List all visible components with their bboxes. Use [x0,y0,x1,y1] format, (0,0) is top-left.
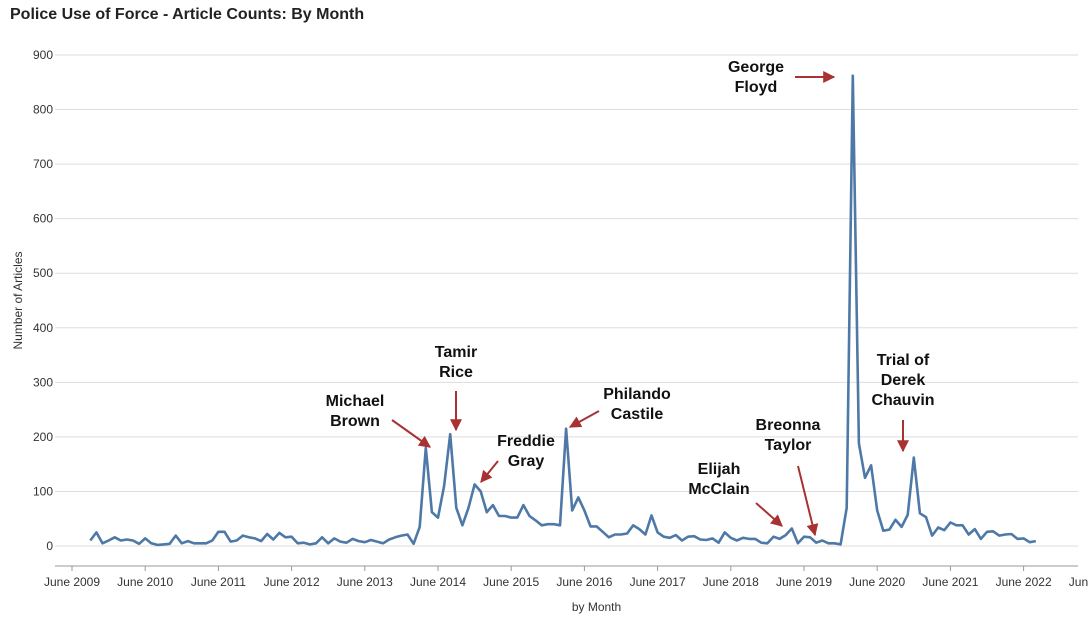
annotation-label-line: Chauvin [871,392,934,409]
annotation-label-line: Trial of [877,352,930,369]
y-axis-ticks: 0 100 200 300 400 500 600 700 800 900 [33,48,53,553]
y-axis-label: Number of Articles [11,251,25,349]
y-tick-label: 900 [33,48,53,62]
annotation-label-line: Philando [603,386,671,403]
annotation: Michael Brown [326,393,431,448]
annotation: Freddie Gray [480,433,555,483]
annotation-label-line: Brown [330,413,380,430]
annotations-group: Michael Brown Tamir Rice Freddie Gray Philando… [326,59,935,537]
annotation: Elijah McClain [688,461,783,527]
annotation-label: Michael Brown [326,393,385,430]
x-tick-label: June 2021 [922,575,978,589]
x-tick-label: June 2017 [630,575,686,589]
annotation-label-line: McClain [688,481,749,498]
annotation-label-line: Michael [326,393,385,410]
annotation-label-line: Elijah [698,461,741,478]
x-tick-label: June 2013 [337,575,393,589]
y-tick-label: 0 [46,539,53,553]
annotation-label-line: Gray [508,453,545,470]
x-axis-ticks: June 2009 June 2010 June 2011 June 2012 June… [44,565,1088,589]
annotation-label: George Floyd [728,59,784,96]
annotation-label-line: George [728,59,784,76]
annotation-arrow [797,465,819,537]
annotation-arrow [755,502,783,527]
y-tick-label: 300 [33,375,53,389]
annotation: Tamir Rice [435,344,477,432]
y-tick-label: 100 [33,484,53,498]
annotation-label-line: Freddie [497,433,555,450]
annotation-label-line: Taylor [765,437,812,454]
annotation: George Floyd [728,59,836,96]
y-tick-label: 200 [33,430,53,444]
annotation-label-line: Rice [439,364,473,381]
annotation-label-line: Castile [611,406,664,423]
y-tick-label: 400 [33,321,53,335]
x-tick-label: June 2012 [264,575,320,589]
x-tick-label: June 2014 [410,575,466,589]
x-tick-label: June 2009 [44,575,100,589]
y-tick-label: 600 [33,212,53,226]
annotation-label: Freddie Gray [497,433,555,470]
gridlines [55,54,1078,547]
annotation: Breonna Taylor [756,417,821,537]
x-tick-label: June 2011 [191,575,246,589]
x-tick-label: June 2015 [483,575,539,589]
chart-title: Police Use of Force - Article Counts: By… [10,6,364,23]
annotation: Philando Castile [568,386,671,428]
x-tick-label: June 2022 [996,575,1052,589]
x-tick-label: June 2023 [1069,575,1088,589]
annotation-label-line: Tamir [435,344,477,361]
annotation-label: Breonna Taylor [756,417,821,454]
series-line [89,74,1037,547]
annotation-label: Tamir Rice [435,344,477,381]
annotation-label: Philando Castile [603,386,671,423]
annotation-label: Trial of Derek Chauvin [871,352,934,409]
x-tick-label: June 2010 [117,575,173,589]
annotation-label: Elijah McClain [688,461,749,498]
annotation-label-line: Derek [881,372,926,389]
x-tick-label: June 2019 [776,575,832,589]
annotation-label-line: Breonna [756,417,821,434]
annotation-arrow [391,419,431,448]
y-tick-label: 500 [33,266,53,280]
x-tick-label: June 2020 [849,575,905,589]
annotation-label-line: Floyd [735,79,778,96]
x-tick-label: June 2018 [703,575,759,589]
annotation: Trial of Derek Chauvin [871,352,935,453]
y-tick-label: 800 [33,103,53,117]
y-tick-label: 700 [33,157,53,171]
x-axis-label: by Month [572,600,621,614]
annotation-arrow [568,410,600,428]
series-group [89,74,1037,547]
annotation-arrow [480,460,499,483]
x-tick-label: June 2016 [556,575,612,589]
